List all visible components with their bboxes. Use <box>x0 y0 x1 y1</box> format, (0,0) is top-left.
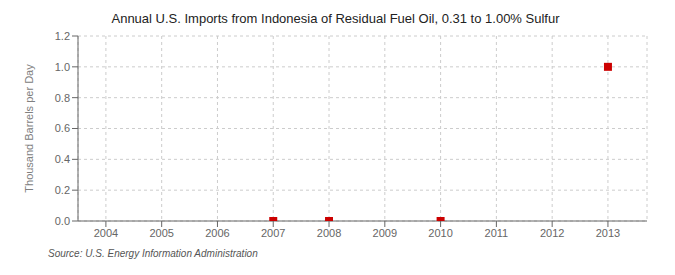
svg-text:0.0: 0.0 <box>55 215 70 227</box>
svg-text:2005: 2005 <box>149 227 173 239</box>
svg-text:0.2: 0.2 <box>55 184 70 196</box>
html-text:Source: U.S. Energy Informatio: Source: U.S. Energy Information Administ… <box>48 248 258 259</box>
svg-text:2004: 2004 <box>94 227 118 239</box>
svg-text:2009: 2009 <box>373 227 397 239</box>
svg-text:Thousand Barrels per Day: Thousand Barrels per Day <box>23 64 35 193</box>
svg-text:1.0: 1.0 <box>55 61 70 73</box>
svg-text:0.8: 0.8 <box>55 92 70 104</box>
html-text:Annual U.S. Imports from Indon: Annual U.S. Imports from Indonesia of Re… <box>111 11 560 26</box>
svg-text:2013: 2013 <box>596 227 620 239</box>
svg-text:2008: 2008 <box>317 227 341 239</box>
svg-text:2007: 2007 <box>261 227 285 239</box>
svg-text:2011: 2011 <box>485 227 509 239</box>
svg-text:0.6: 0.6 <box>55 122 70 134</box>
svg-text:2012: 2012 <box>540 227 564 239</box>
svg-text:1.2: 1.2 <box>55 30 70 42</box>
svg-text:0.4: 0.4 <box>55 153 70 165</box>
svg-text:2010: 2010 <box>428 227 452 239</box>
svg-text:2006: 2006 <box>205 227 229 239</box>
